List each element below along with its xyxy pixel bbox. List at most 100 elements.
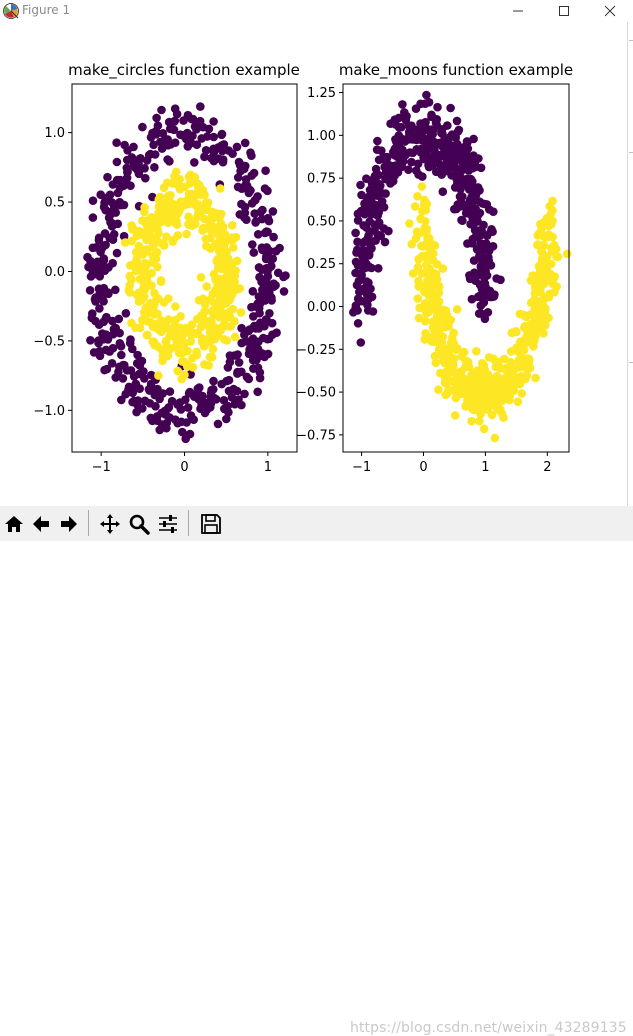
scatter-point <box>467 370 476 380</box>
scatter-point <box>359 221 368 230</box>
scatter-point <box>115 197 124 207</box>
close-button[interactable] <box>587 0 633 22</box>
scatter-point <box>232 142 242 152</box>
scatter-point <box>507 328 517 338</box>
scatter-point <box>166 190 175 200</box>
home-button[interactable] <box>0 509 26 537</box>
scatter-point <box>546 209 556 219</box>
scatter-point <box>430 329 440 338</box>
scatter-point <box>188 114 198 124</box>
scatter-point <box>111 285 120 295</box>
scatter-point <box>530 301 540 310</box>
minimize-icon <box>513 10 523 12</box>
minimize-button[interactable] <box>495 0 541 22</box>
scatter-point <box>102 364 112 374</box>
scatter-point <box>179 116 188 125</box>
subplots-button[interactable] <box>154 509 180 537</box>
scatter-point <box>408 269 418 278</box>
scatter-point <box>253 363 263 373</box>
scatter-point <box>491 362 501 372</box>
scatter-point <box>203 132 212 141</box>
scatter-point <box>562 249 572 259</box>
scatter-point <box>188 131 197 141</box>
scatter-point <box>171 302 180 311</box>
scatter-point <box>192 200 202 209</box>
scatter-point <box>372 145 382 154</box>
pan-button[interactable] <box>96 509 122 537</box>
scatter-point <box>448 341 457 350</box>
zoom-button[interactable] <box>125 509 151 537</box>
y-tick-label: 0.0 <box>44 265 65 280</box>
scatter-point <box>102 312 111 322</box>
scatter-point <box>545 202 554 211</box>
scatter-point <box>552 282 561 291</box>
scatter-point <box>380 237 390 247</box>
scatter-point <box>476 301 486 310</box>
scatter-point <box>138 122 147 132</box>
scatter-point <box>142 216 151 225</box>
scatter-point <box>142 330 152 340</box>
scatter-point <box>362 277 371 286</box>
scatter-point <box>126 335 135 344</box>
scatter-point <box>420 281 430 291</box>
scatter-point <box>427 289 437 298</box>
scatter-point <box>473 405 482 414</box>
scatter-point <box>413 294 423 303</box>
scatter-point <box>475 226 484 235</box>
scatter-point <box>422 90 431 100</box>
figure-canvas[interactable]: make_circles function example −1 0 1 −1.0 −0.… <box>0 22 627 506</box>
scatter-point <box>473 366 482 375</box>
scatter-point <box>214 143 223 152</box>
scatter-point <box>443 388 452 398</box>
scatter-point <box>437 350 446 360</box>
navigation-toolbar: https://blog.csdn.net/weixin_43289135 <box>0 506 633 1036</box>
forward-button[interactable] <box>55 509 81 537</box>
scatter-point <box>224 257 234 266</box>
scatter-point <box>249 248 259 257</box>
scatter-point <box>357 190 366 200</box>
scatter-point <box>154 216 163 226</box>
scatter-point <box>151 254 161 264</box>
save-button[interactable] <box>197 509 223 537</box>
scatter-point <box>206 392 216 402</box>
scatter-point <box>479 424 489 434</box>
scatter-point <box>427 153 436 162</box>
scatter-point <box>466 219 475 229</box>
scatter-point <box>457 198 466 207</box>
scatter-point <box>373 136 382 146</box>
y-tick-label: −0.5 <box>33 334 65 349</box>
scatter-point <box>125 271 135 281</box>
scatter-point <box>428 130 438 139</box>
scatter-point <box>267 318 277 328</box>
x-tick-label: −1 <box>92 460 111 475</box>
scatter-point <box>417 241 426 251</box>
scatter-point <box>420 153 429 162</box>
scatter-point <box>258 245 267 255</box>
scatter-point <box>218 155 228 164</box>
back-button[interactable] <box>27 509 53 537</box>
scatter-point <box>200 152 209 162</box>
scatter-point <box>103 172 112 182</box>
scatter-point <box>118 374 128 383</box>
y-tick-label: −0.75 <box>296 428 336 443</box>
scatter-point <box>140 203 149 212</box>
scatter-point <box>99 283 109 293</box>
scatter-point <box>173 366 182 376</box>
maximize-button[interactable] <box>541 0 587 22</box>
scatter-point <box>156 277 166 286</box>
y-tick-label: 0.25 <box>307 257 336 272</box>
scatter-point <box>113 219 123 229</box>
scatter-point <box>477 377 487 387</box>
scatter-point <box>128 225 137 234</box>
scatter-point <box>438 332 448 341</box>
scatter-point <box>164 117 174 127</box>
scatter-point <box>265 309 274 318</box>
scatter-point <box>544 293 554 302</box>
scatter-point <box>252 355 261 365</box>
scatter-point <box>142 273 151 282</box>
scatter-point <box>129 396 139 406</box>
scatter-point <box>174 182 184 191</box>
scatter-point <box>226 322 235 331</box>
scatter-point <box>130 163 140 172</box>
scatter-point <box>471 162 480 172</box>
